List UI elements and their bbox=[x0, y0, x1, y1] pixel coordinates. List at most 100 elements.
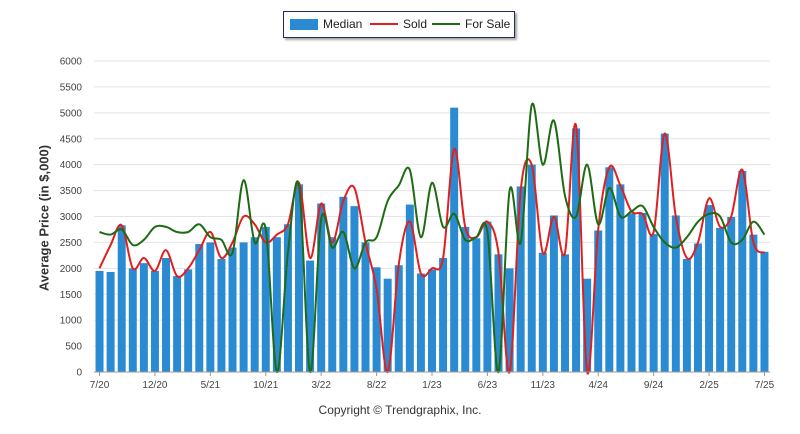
median-bar bbox=[106, 271, 115, 372]
x-tick-label: 7/20 bbox=[90, 380, 110, 391]
y-tick-label: 2000 bbox=[60, 264, 83, 275]
y-tick-label: 5500 bbox=[60, 82, 83, 93]
median-bar bbox=[461, 226, 470, 372]
y-tick-label: 4000 bbox=[60, 160, 83, 171]
y-tick-label: 0 bbox=[76, 368, 82, 379]
median-bar bbox=[228, 247, 237, 372]
median-bar bbox=[682, 259, 691, 372]
median-bar bbox=[716, 227, 725, 372]
y-tick-label: 3000 bbox=[60, 212, 83, 223]
x-tick-label: 10/21 bbox=[253, 380, 278, 391]
median-bar bbox=[605, 167, 614, 372]
median-bar bbox=[727, 217, 736, 372]
legend-label-median: Median bbox=[323, 17, 363, 31]
median-bar bbox=[250, 237, 259, 372]
median-bar bbox=[638, 212, 647, 372]
median-bar bbox=[671, 215, 680, 372]
median-bar bbox=[705, 205, 714, 372]
median-bar bbox=[184, 269, 193, 372]
legend-label-for-sale: For Sale bbox=[465, 17, 511, 31]
x-tick-label: 9/24 bbox=[644, 380, 664, 391]
median-bar bbox=[372, 267, 381, 372]
median-bar bbox=[549, 215, 558, 372]
y-tick-label: 3500 bbox=[60, 186, 83, 197]
legend-swatch-median bbox=[290, 18, 318, 30]
median-bar bbox=[272, 237, 281, 372]
y-tick-label: 6000 bbox=[60, 57, 83, 68]
median-bar bbox=[749, 234, 758, 372]
median-bar bbox=[583, 278, 592, 372]
median-bar bbox=[128, 268, 137, 372]
legend: Median Sold For Sale bbox=[283, 11, 515, 38]
median-bar bbox=[472, 238, 481, 372]
median-bar bbox=[416, 273, 425, 372]
y-tick-label: 2500 bbox=[60, 238, 83, 249]
median-bar bbox=[328, 237, 337, 372]
median-bar bbox=[738, 170, 747, 372]
median-bar bbox=[594, 230, 603, 372]
median-bar bbox=[95, 270, 104, 372]
median-bar bbox=[239, 242, 248, 372]
median-bar bbox=[483, 221, 492, 372]
x-tick-label: 11/23 bbox=[531, 380, 556, 391]
legend-item-for-sale[interactable]: For Sale bbox=[432, 17, 510, 31]
median-bar bbox=[627, 213, 636, 372]
median-bar bbox=[428, 269, 436, 372]
copyright-text: Copyright © Trendgraphix, Inc. bbox=[318, 403, 482, 417]
median-bar bbox=[339, 196, 348, 372]
y-tick-label: 5000 bbox=[60, 108, 83, 119]
median-bar bbox=[383, 278, 392, 372]
median-bar bbox=[361, 242, 370, 372]
median-bar bbox=[195, 243, 204, 372]
x-tick-label: 2/25 bbox=[699, 380, 719, 391]
median-bar bbox=[527, 164, 536, 372]
x-tick-label: 6/23 bbox=[478, 380, 498, 391]
median-bar bbox=[693, 243, 702, 372]
median-bar bbox=[560, 254, 569, 372]
line-layer bbox=[98, 102, 766, 375]
median-bar bbox=[505, 268, 514, 372]
median-bar bbox=[173, 276, 182, 372]
median-bar bbox=[538, 252, 547, 372]
median-bar bbox=[306, 260, 315, 372]
legend-item-median[interactable]: Median bbox=[290, 17, 362, 31]
median-bar bbox=[616, 184, 625, 372]
median-bar bbox=[217, 259, 226, 372]
median-bar bbox=[572, 128, 581, 372]
x-tick-label: 3/22 bbox=[311, 380, 331, 391]
x-tick-label: 5/21 bbox=[201, 380, 221, 391]
sold-line bbox=[98, 122, 766, 375]
axis-layer: 0 500 1000 1500 2000 2500 3000 3500 4000 4500 5000… bbox=[60, 57, 775, 392]
median-bar bbox=[283, 224, 292, 372]
x-tick-label: 4/24 bbox=[588, 380, 608, 391]
median-bar bbox=[117, 225, 126, 372]
median-bar bbox=[162, 257, 171, 372]
legend-swatch-for-sale bbox=[432, 23, 460, 25]
x-tick-label: 8/22 bbox=[367, 380, 387, 391]
y-axis-title: Average Price (in $,000) bbox=[36, 144, 52, 292]
legend-swatch-sold bbox=[370, 23, 398, 25]
for-sale-line bbox=[99, 102, 766, 374]
x-tick-label: 7/25 bbox=[755, 380, 775, 391]
bar-layer bbox=[95, 107, 769, 373]
legend-label-sold: Sold bbox=[403, 17, 428, 31]
median-bar bbox=[206, 242, 215, 372]
x-tick-label: 12/20 bbox=[142, 380, 167, 391]
median-bar bbox=[150, 270, 159, 372]
y-tick-label: 1000 bbox=[60, 316, 83, 327]
median-bar bbox=[317, 203, 326, 372]
legend-item-sold[interactable]: Sold bbox=[370, 17, 427, 31]
median-bar bbox=[649, 234, 658, 372]
median-bar bbox=[516, 186, 525, 372]
y-tick-label: 500 bbox=[65, 342, 82, 353]
median-bar bbox=[261, 226, 270, 372]
median-bar bbox=[139, 263, 148, 372]
y-tick-label: 1500 bbox=[60, 290, 83, 301]
median-bar bbox=[295, 184, 304, 372]
median-bar bbox=[394, 265, 403, 372]
median-bar bbox=[405, 204, 414, 372]
y-tick-label: 4500 bbox=[60, 134, 83, 145]
median-bar bbox=[760, 251, 769, 372]
x-tick-label: 1/23 bbox=[422, 380, 442, 391]
